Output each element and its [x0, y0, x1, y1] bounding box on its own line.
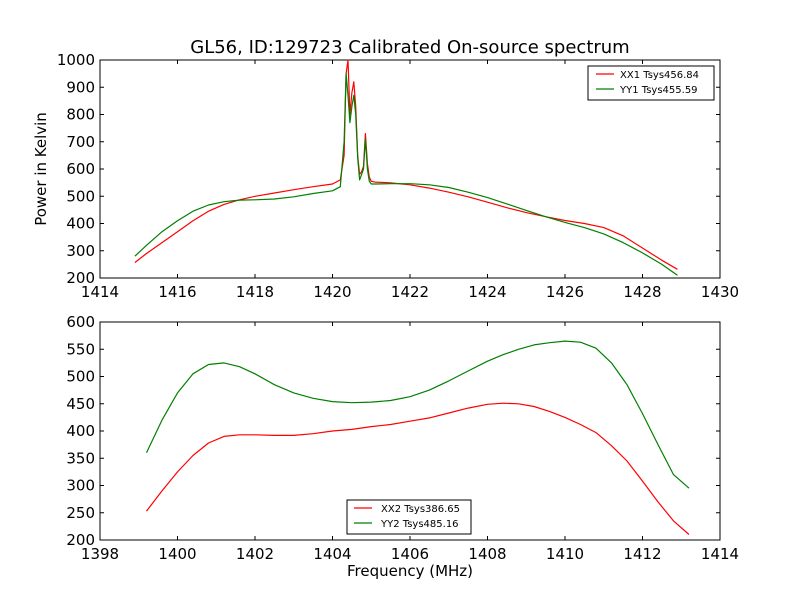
top-legend: XX1 Tsys456.84 YY1 Tsys455.59: [587, 65, 715, 101]
top-legend-label-xx1: XX1 Tsys456.84: [620, 70, 699, 81]
top-y-tick-label: 500: [66, 187, 95, 205]
bottom-y-tick-label: 250: [66, 504, 95, 522]
top-y-tick-label: 1000: [57, 51, 95, 69]
bottom-series-group: [145, 340, 690, 535]
top-series-line-1: [134, 72, 678, 276]
bottom-legend-box: [346, 499, 472, 535]
top-legend-box: [587, 65, 715, 101]
bottom-y-tick-label: 500: [66, 368, 95, 386]
bottom-series-line-1: [145, 340, 690, 489]
top-legend-label-yy1: YY1 Tsys455.59: [619, 85, 698, 96]
top-y-tick-label: 700: [66, 133, 95, 151]
top-x-tick-label: 1428: [623, 283, 661, 301]
top-x-tick-label: 1426: [546, 283, 584, 301]
bottom-series-line-0: [146, 402, 690, 535]
bottom-legend: XX2 Tsys386.65 YY2 Tsys485.16: [346, 499, 472, 535]
bottom-x-tick-label: 1404: [313, 545, 351, 563]
bottom-x-tick-label: 1412: [623, 545, 661, 563]
bottom-y-tick-label: 300: [66, 477, 95, 495]
top-x-tick-label: 1430: [701, 283, 739, 301]
bottom-y-tick-label: 200: [66, 531, 95, 549]
top-y-tick-label: 300: [66, 242, 95, 260]
top-series-line-0: [134, 59, 678, 270]
top-y-tick-label: 800: [66, 106, 95, 124]
bottom-y-tick-label: 450: [66, 395, 95, 413]
top-x-tick-label: 1420: [313, 283, 351, 301]
chart-title: GL56, ID:129723 Calibrated On-source spe…: [190, 37, 629, 58]
bottom-x-tick-label: 1402: [236, 545, 274, 563]
top-x-tick-label: 1414: [81, 283, 119, 301]
top-axis-ticks: 1414 1416 1418 1420 1422 1424 1426 1428 1430 200 3…: [57, 51, 739, 301]
top-x-tick-label: 1416: [158, 283, 196, 301]
bottom-x-tick-label: 1398: [81, 545, 119, 563]
bottom-x-tick-label: 1414: [701, 545, 739, 563]
top-x-tick-label: 1422: [391, 283, 429, 301]
bottom-x-tick-label: 1410: [546, 545, 584, 563]
top-y-tick-label: 200: [66, 269, 95, 287]
top-y-tick-label: 900: [66, 78, 95, 96]
top-y-tick-label: 600: [66, 160, 95, 178]
bottom-y-tick-label: 550: [66, 340, 95, 358]
top-series-group: [134, 59, 678, 276]
bottom-x-axis-label: Frequency (MHz): [347, 562, 473, 580]
bottom-y-tick-label: 400: [66, 422, 95, 440]
top-y-axis-label: Power in Kelvin: [32, 112, 50, 226]
bottom-y-tick-label: 350: [66, 449, 95, 467]
bottom-x-tick-label: 1406: [391, 545, 429, 563]
bottom-legend-label-xx2: XX2 Tsys386.65: [381, 504, 460, 515]
bottom-y-tick-label: 600: [66, 313, 95, 331]
top-y-tick-label: 400: [66, 215, 95, 233]
bottom-plot: 1398 1400 1402 1404 1406 1408 1410 1412 1414 200 2…: [66, 313, 739, 580]
top-x-tick-label: 1424: [468, 283, 506, 301]
top-x-tick-label: 1418: [236, 283, 274, 301]
bottom-legend-label-yy2: YY2 Tsys485.16: [380, 519, 459, 530]
top-plot: 1414 1416 1418 1420 1422 1424 1426 1428 1430 200 3…: [32, 51, 739, 301]
bottom-x-tick-label: 1400: [158, 545, 196, 563]
bottom-x-tick-label: 1408: [468, 545, 506, 563]
bottom-axis-ticks: 1398 1400 1402 1404 1406 1408 1410 1412 1414 200 2…: [66, 313, 739, 563]
